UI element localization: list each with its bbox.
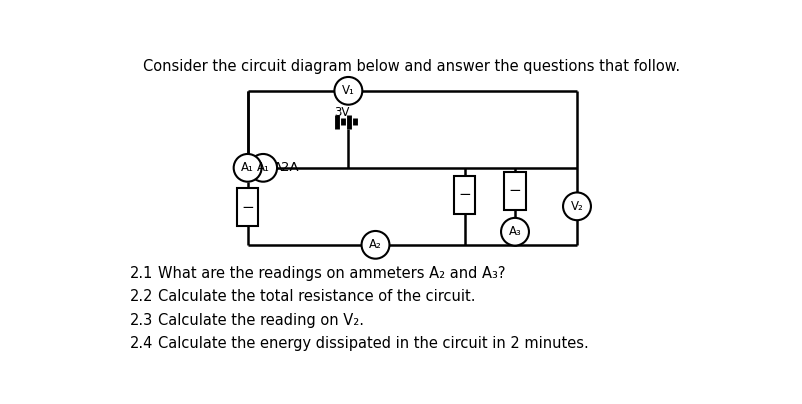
Circle shape bbox=[233, 154, 261, 182]
Text: −: − bbox=[241, 200, 253, 215]
Text: V₁: V₁ bbox=[342, 84, 354, 97]
Text: Calculate the total resistance of the circuit.: Calculate the total resistance of the ci… bbox=[158, 290, 476, 305]
Text: 2.1: 2.1 bbox=[130, 266, 153, 282]
Text: A₁: A₁ bbox=[241, 161, 253, 175]
Text: −: − bbox=[458, 187, 471, 202]
Text: 2.3: 2.3 bbox=[130, 313, 153, 328]
Text: A₃: A₃ bbox=[508, 225, 520, 238]
Bar bbox=[453, 175, 475, 214]
Text: −: − bbox=[508, 183, 520, 198]
Text: 3V: 3V bbox=[334, 106, 350, 119]
Text: A₁: A₁ bbox=[257, 161, 269, 175]
Circle shape bbox=[500, 218, 529, 246]
Bar bbox=[504, 172, 525, 210]
Text: 2A: 2A bbox=[281, 161, 298, 175]
Circle shape bbox=[249, 154, 277, 182]
Circle shape bbox=[361, 231, 389, 259]
Text: 2.2: 2.2 bbox=[130, 290, 153, 305]
Circle shape bbox=[562, 192, 590, 220]
Text: A₂: A₂ bbox=[369, 238, 382, 251]
Circle shape bbox=[334, 77, 362, 105]
Bar bbox=[237, 188, 258, 226]
Text: Calculate the reading on V₂.: Calculate the reading on V₂. bbox=[158, 313, 364, 328]
Text: Consider the circuit diagram below and answer the questions that follow.: Consider the circuit diagram below and a… bbox=[143, 59, 678, 74]
Text: Calculate the energy dissipated in the circuit in 2 minutes.: Calculate the energy dissipated in the c… bbox=[158, 336, 589, 351]
Text: 2.4: 2.4 bbox=[130, 336, 153, 351]
Text: 2A: 2A bbox=[265, 161, 283, 175]
Text: What are the readings on ammeters A₂ and A₃?: What are the readings on ammeters A₂ and… bbox=[158, 266, 505, 282]
Text: V₂: V₂ bbox=[570, 200, 582, 213]
